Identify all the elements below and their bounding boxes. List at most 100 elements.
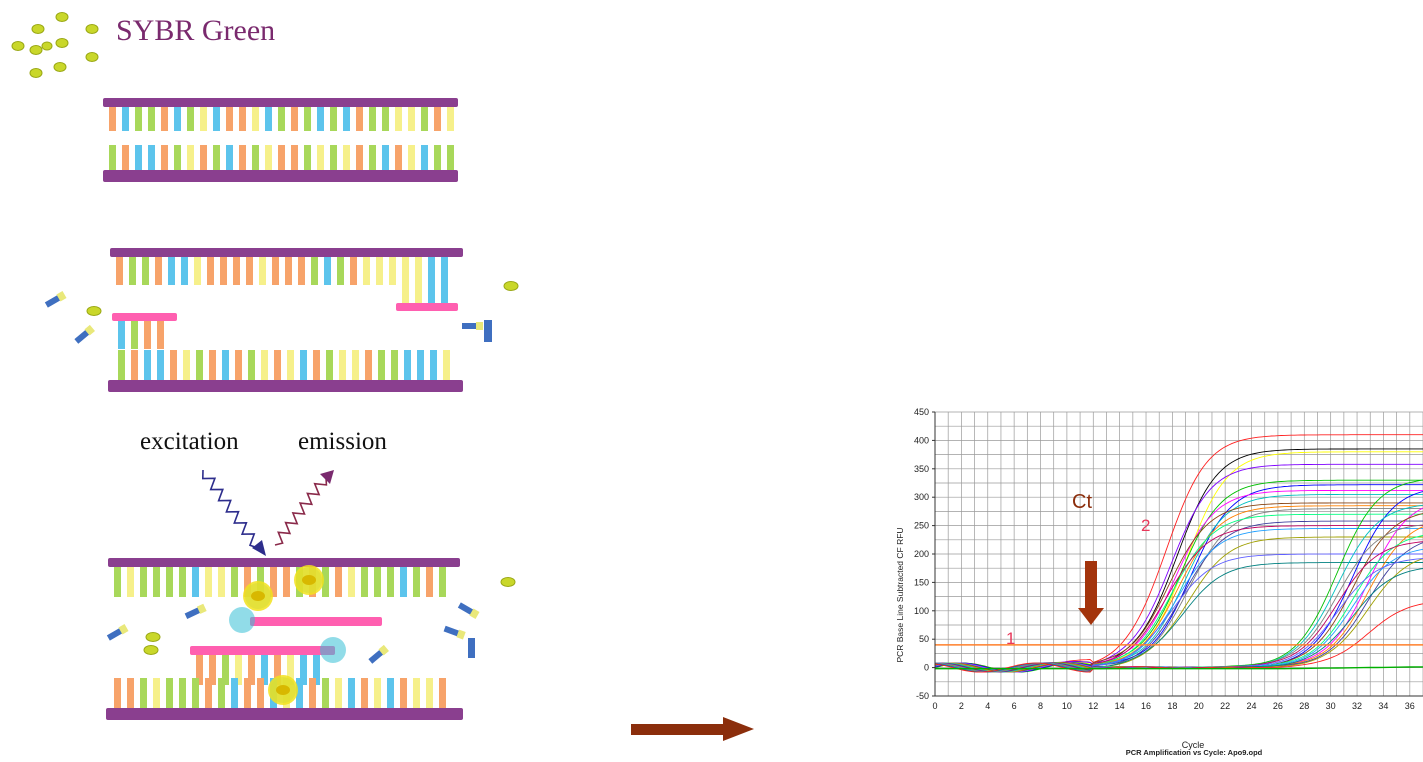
nucleotide-base bbox=[363, 257, 370, 285]
nucleotide-base bbox=[404, 350, 411, 380]
dna-backbone bbox=[190, 646, 335, 655]
nucleotide-base bbox=[317, 107, 324, 131]
nucleotide-base bbox=[287, 655, 294, 685]
y-axis-label: PCR Base Line Subtracted CF RFU bbox=[895, 527, 905, 662]
free-dye-molecule bbox=[503, 281, 519, 291]
nucleotide-base bbox=[361, 567, 368, 597]
dna-backbone bbox=[103, 98, 458, 107]
diagram-title: SYBR Green bbox=[116, 14, 276, 47]
nucleotide-base bbox=[356, 107, 363, 131]
nucleotide-base bbox=[161, 145, 168, 170]
x-tick-label: 12 bbox=[1088, 701, 1098, 711]
nucleotide-base bbox=[127, 567, 134, 597]
dye-molecule bbox=[41, 41, 53, 51]
nucleotide-base bbox=[200, 107, 207, 131]
x-tick-label: 0 bbox=[932, 701, 937, 711]
nucleotide-base bbox=[109, 145, 116, 170]
nucleotide-base bbox=[395, 145, 402, 170]
dna-backbone bbox=[108, 380, 463, 392]
series-group-2-label: 2 bbox=[1141, 516, 1150, 535]
nucleotide-base bbox=[200, 145, 207, 170]
nucleotide-base bbox=[361, 678, 368, 708]
nucleotide-base bbox=[148, 107, 155, 131]
nucleotide-base bbox=[391, 350, 398, 380]
nucleotide-base bbox=[161, 107, 168, 131]
nucleotide-base bbox=[194, 257, 201, 285]
amplification-curve bbox=[934, 553, 1423, 673]
nucleotide-base bbox=[296, 678, 303, 708]
nucleotide-base bbox=[413, 678, 420, 708]
x-tick-label: 2 bbox=[959, 701, 964, 711]
free-dye-molecule bbox=[86, 306, 102, 316]
nucleotide-base bbox=[389, 257, 396, 285]
nucleotide-base bbox=[408, 107, 415, 131]
chart-grid bbox=[934, 411, 1423, 697]
y-tick-label: 450 bbox=[914, 407, 929, 417]
nucleotide-base bbox=[343, 107, 350, 131]
nucleotide-base bbox=[356, 145, 363, 170]
nucleotide-base bbox=[343, 145, 350, 170]
x-tick-label: 32 bbox=[1352, 701, 1362, 711]
nucleotide-base bbox=[324, 257, 331, 285]
nucleotide-base bbox=[218, 567, 225, 597]
free-nucleotide bbox=[106, 624, 129, 641]
nucleotide-base bbox=[382, 145, 389, 170]
emission-wave bbox=[274, 476, 328, 546]
nucleotide-base bbox=[291, 145, 298, 170]
nucleotide-base bbox=[369, 107, 376, 131]
nucleotide-base bbox=[179, 567, 186, 597]
nucleotide-base bbox=[304, 107, 311, 131]
nucleotide-base bbox=[339, 350, 346, 380]
nucleotide-base bbox=[337, 257, 344, 285]
dye-molecule bbox=[29, 68, 43, 78]
nucleotide-base bbox=[374, 678, 381, 708]
nucleotide-base bbox=[441, 257, 448, 305]
chart-caption: PCR Amplification vs Cycle: Apo9.opd bbox=[1126, 748, 1263, 757]
x-tick-label: 14 bbox=[1115, 701, 1125, 711]
nucleotide-base bbox=[313, 350, 320, 380]
nucleotide-base bbox=[304, 145, 311, 170]
free-nucleotide bbox=[484, 320, 492, 342]
nucleotide-base bbox=[348, 678, 355, 708]
dye-core bbox=[276, 685, 290, 695]
nucleotide-base bbox=[239, 145, 246, 170]
amplification-curve bbox=[934, 535, 1423, 673]
nucleotide-base bbox=[179, 678, 186, 708]
nucleotide-base bbox=[350, 257, 357, 285]
nucleotide-base bbox=[387, 678, 394, 708]
x-tick-label: 28 bbox=[1299, 701, 1309, 711]
nucleotide-base bbox=[326, 350, 333, 380]
nucleotide-base bbox=[274, 350, 281, 380]
nucleotide-base bbox=[140, 567, 147, 597]
nucleotide-base bbox=[196, 655, 203, 685]
nucleotide-base bbox=[278, 107, 285, 131]
nucleotide-base bbox=[209, 655, 216, 685]
nucleotide-base bbox=[114, 567, 121, 597]
y-tick-label: 0 bbox=[924, 663, 929, 673]
nucleotide-base bbox=[239, 107, 246, 131]
y-tick-label: 100 bbox=[914, 606, 929, 616]
nucleotide-base bbox=[142, 257, 149, 285]
nucleotide-base bbox=[421, 145, 428, 170]
nucleotide-base bbox=[434, 107, 441, 131]
nucleotide-base bbox=[382, 107, 389, 131]
x-tick-label: 20 bbox=[1194, 701, 1204, 711]
nucleotide-base bbox=[417, 350, 424, 380]
nucleotide-base bbox=[430, 350, 437, 380]
nucleotide-base bbox=[300, 350, 307, 380]
x-tick-label: 10 bbox=[1062, 701, 1072, 711]
nucleotide-base bbox=[285, 257, 292, 285]
nucleotide-base bbox=[205, 567, 212, 597]
nucleotide-base bbox=[439, 678, 446, 708]
nucleotide-base bbox=[129, 257, 136, 285]
nucleotide-base bbox=[317, 145, 324, 170]
nucleotide-base bbox=[220, 257, 227, 285]
nucleotide-base bbox=[443, 350, 450, 380]
emission-arrowhead bbox=[320, 470, 334, 484]
nucleotide-base bbox=[109, 107, 116, 131]
nucleotide-base bbox=[246, 257, 253, 285]
free-nucleotide bbox=[443, 625, 466, 640]
nucleotide-base bbox=[311, 257, 318, 285]
nucleotide-base bbox=[261, 655, 268, 685]
